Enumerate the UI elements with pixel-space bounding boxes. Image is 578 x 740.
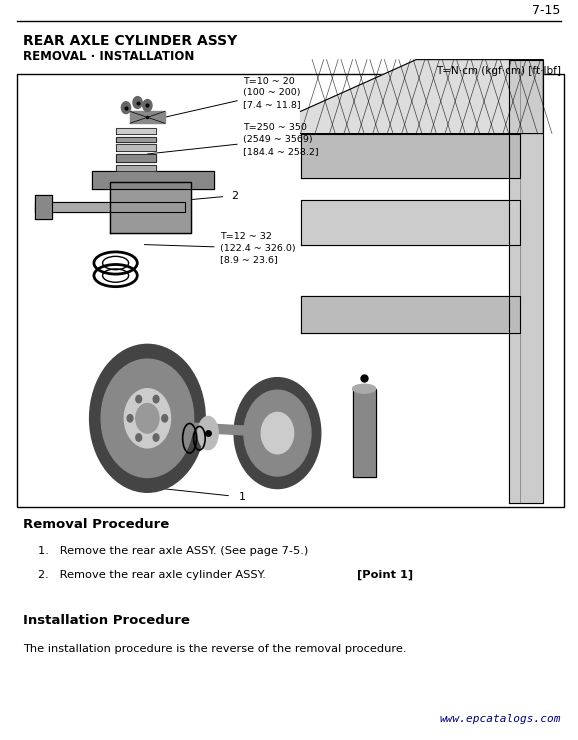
Text: Installation Procedure: Installation Procedure (23, 614, 190, 628)
Circle shape (261, 412, 294, 454)
Polygon shape (92, 170, 214, 189)
Polygon shape (35, 201, 185, 212)
Text: T=10 ~ 20
(100 ~ 200)
[7.4 ~ 11.8]: T=10 ~ 20 (100 ~ 200) [7.4 ~ 11.8] (144, 77, 301, 122)
Text: 1: 1 (239, 492, 246, 502)
Circle shape (136, 403, 159, 433)
Text: www.epcatalogs.com: www.epcatalogs.com (439, 714, 561, 724)
Text: T=N·cm (kgf·cm) [ft·lbf]: T=N·cm (kgf·cm) [ft·lbf] (436, 66, 561, 75)
Text: [Point 1]: [Point 1] (353, 570, 413, 580)
Ellipse shape (198, 417, 218, 450)
Bar (116, 144, 156, 151)
Polygon shape (147, 420, 277, 437)
Polygon shape (301, 134, 520, 178)
Bar (353, 388, 376, 477)
Circle shape (101, 359, 194, 477)
Circle shape (244, 390, 311, 476)
Polygon shape (509, 60, 543, 503)
Bar (17, 75, 564, 507)
Bar (116, 164, 156, 170)
Bar (116, 137, 156, 143)
Text: REAR AXLE CYLINDER ASSY: REAR AXLE CYLINDER ASSY (23, 34, 238, 48)
Text: T=250 ~ 350
(2549 ~ 3569)
[184.4 ~ 258.2]: T=250 ~ 350 (2549 ~ 3569) [184.4 ~ 258.2… (147, 123, 318, 156)
Polygon shape (301, 200, 520, 244)
Bar (130, 112, 165, 124)
Circle shape (124, 388, 171, 448)
Text: 2: 2 (231, 192, 238, 201)
Polygon shape (301, 296, 520, 333)
Circle shape (121, 102, 131, 114)
Circle shape (143, 100, 152, 112)
Bar (116, 154, 156, 161)
Circle shape (153, 434, 159, 441)
Text: T=12 ~ 32
(122.4 ~ 326.0)
[8.9 ~ 23.6]: T=12 ~ 32 (122.4 ~ 326.0) [8.9 ~ 23.6] (144, 232, 295, 264)
Circle shape (136, 434, 142, 441)
Text: 2.   Remove the rear axle cylinder ASSY.: 2. Remove the rear axle cylinder ASSY. (38, 570, 265, 580)
Circle shape (127, 414, 133, 422)
Text: REMOVAL · INSTALLATION: REMOVAL · INSTALLATION (23, 50, 194, 63)
Polygon shape (110, 181, 191, 233)
Circle shape (90, 344, 205, 492)
Circle shape (162, 414, 168, 422)
Polygon shape (301, 60, 543, 134)
Text: 1.   Remove the rear axle ASSY. (See page 7-5.): 1. Remove the rear axle ASSY. (See page … (38, 546, 308, 556)
Ellipse shape (353, 384, 376, 393)
Circle shape (234, 377, 321, 488)
Ellipse shape (142, 113, 153, 122)
Text: The installation procedure is the reverse of the removal procedure.: The installation procedure is the revers… (23, 644, 406, 654)
Circle shape (133, 97, 142, 109)
Text: Removal Procedure: Removal Procedure (23, 518, 169, 531)
Text: 7-15: 7-15 (532, 4, 561, 17)
Polygon shape (35, 195, 52, 218)
Circle shape (153, 395, 159, 403)
Bar (116, 128, 156, 134)
Circle shape (136, 395, 142, 403)
